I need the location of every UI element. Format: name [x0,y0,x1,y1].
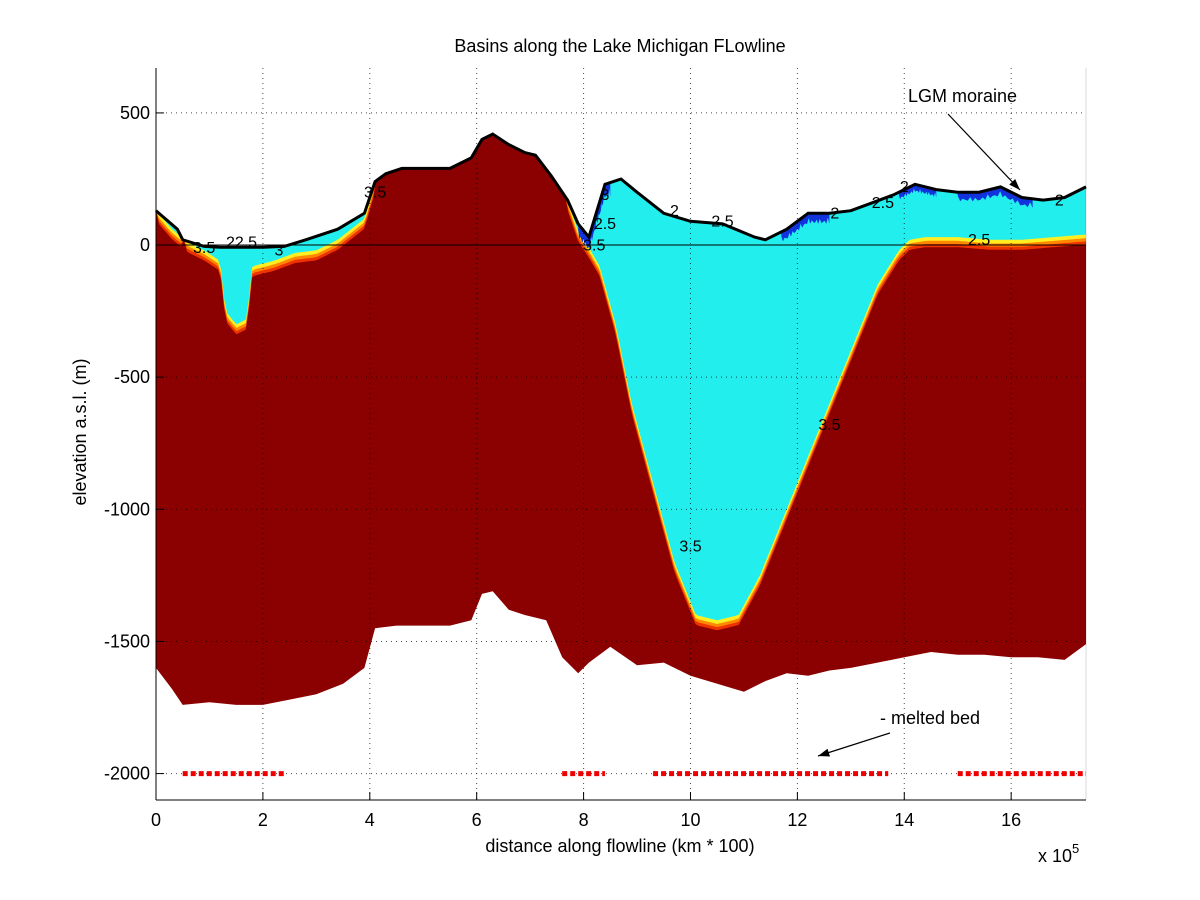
overlay: 3.5 22.5 33.5 33.52.522.5 22.522.523.53.5 [182,113,1086,777]
x-tick-label: 16 [1001,810,1021,830]
x-tick-label: 12 [787,810,807,830]
x-tick-label: 6 [472,810,482,830]
x-tick-label: 2 [258,810,268,830]
lgm-moraine-annotation: LGM moraine [908,86,1017,106]
contour-label-6: 2.5 [594,216,616,233]
x-multiplier-exponent: 5 [1072,841,1079,856]
x-tick-label: 14 [894,810,914,830]
axes: 0 2 4 6 8 10 12 14 16 500 0 -500 -1000 -1500 -2000 [104,68,1087,830]
x-multiplier-base: x 10 [1038,846,1072,866]
contour-label-15: 3.5 [679,539,701,556]
y-tick-label: 0 [140,235,150,255]
melted-bed-annotation: - melted bed [880,708,980,728]
contour-label-13: 2 [1055,192,1064,209]
melted-bed-arrow-head [818,748,830,757]
x-axis-label: distance along flowline (km * 100) [485,836,754,856]
plot-area [155,132,1087,705]
contour-label-2: 3 [274,243,283,260]
x-tick-label: 0 [151,810,161,830]
contour-label-10: 2.5 [872,195,894,212]
lgm-moraine-arrow [947,113,1021,191]
contour-label-7: 2 [670,203,679,220]
contour-label-5: 3.5 [583,237,605,254]
x-tick-label: 10 [680,810,700,830]
chart-title: Basins along the Lake Michigan FLowline [454,36,785,56]
y-tick-label: -1000 [104,499,150,519]
y-axis-label: elevation a.s.l. (m) [70,358,90,505]
x-multiplier: x 105 [1038,841,1079,866]
contour-label-11: 2 [900,179,909,196]
contour-label-0: 3.5 [193,240,215,257]
y-tick-label: -500 [114,367,150,387]
contour-label-8: 2.5 [711,214,733,231]
contour-label-1: 22.5 [226,235,257,252]
contour-label-4: 3 [601,187,610,204]
x-tick-label: 8 [579,810,589,830]
y-tick-label: -2000 [104,764,150,784]
contour-label-9: 2 [830,206,839,223]
melted-bed-arrow-shaft [817,732,891,757]
contour-label-3: 3.5 [364,184,386,201]
y-tick-label: -1500 [104,631,150,651]
contour-label-14: 3.5 [818,417,840,434]
x-tick-label: 4 [365,810,375,830]
y-tick-label: 500 [120,103,150,123]
grid [156,68,1086,800]
lgm-moraine-arrow-head [1009,179,1020,190]
lgm-moraine-arrow-shaft [947,113,1021,191]
contour-label-12: 2.5 [968,232,990,249]
deep-pocket-0 [578,182,611,249]
melted-bed-arrow [817,732,891,757]
basin-fill [156,134,1086,621]
deep-pocket-1 [781,213,830,242]
surface-line [155,132,1087,249]
